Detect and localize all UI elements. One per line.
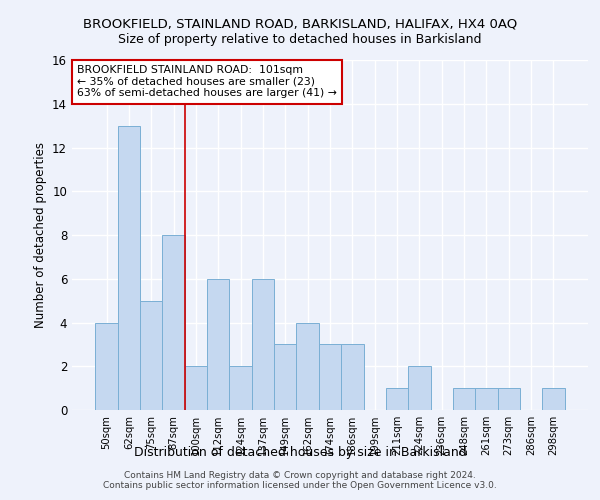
Bar [453,388,475,410]
Bar [542,388,565,410]
Bar [118,126,140,410]
Bar [296,322,319,410]
Text: Contains public sector information licensed under the Open Government Licence v3: Contains public sector information licen… [103,482,497,490]
Bar [252,279,274,410]
Bar [408,366,431,410]
Bar [95,322,118,410]
Bar [229,366,252,410]
Bar [497,388,520,410]
Text: BROOKFIELD STAINLAND ROAD:  101sqm
← 35% of detached houses are smaller (23)
63%: BROOKFIELD STAINLAND ROAD: 101sqm ← 35% … [77,66,337,98]
Bar [185,366,207,410]
Text: Contains HM Land Registry data © Crown copyright and database right 2024.: Contains HM Land Registry data © Crown c… [124,472,476,480]
Bar [319,344,341,410]
Bar [140,300,163,410]
Text: Size of property relative to detached houses in Barkisland: Size of property relative to detached ho… [118,32,482,46]
Y-axis label: Number of detached properties: Number of detached properties [34,142,47,328]
Text: Distribution of detached houses by size in Barkisland: Distribution of detached houses by size … [134,446,466,459]
Text: BROOKFIELD, STAINLAND ROAD, BARKISLAND, HALIFAX, HX4 0AQ: BROOKFIELD, STAINLAND ROAD, BARKISLAND, … [83,18,517,30]
Bar [274,344,296,410]
Bar [207,279,229,410]
Bar [386,388,408,410]
Bar [163,235,185,410]
Bar [341,344,364,410]
Bar [475,388,497,410]
